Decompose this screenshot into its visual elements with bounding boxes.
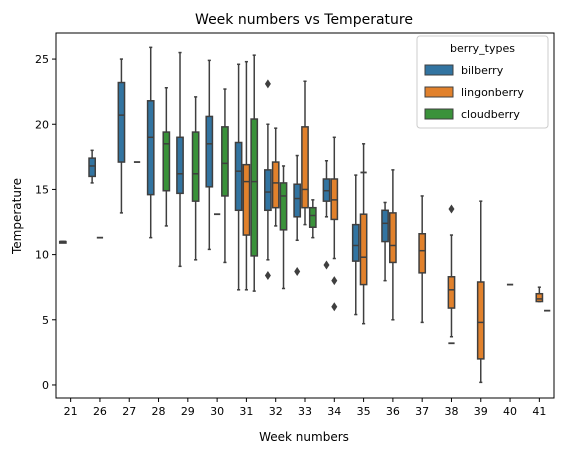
box-bilberry-35 [351, 174, 360, 316]
x-tick-label: 32 [269, 405, 283, 418]
x-tick-label: 21 [64, 405, 78, 418]
box-body [117, 81, 126, 163]
x-tick-label: 38 [444, 405, 458, 418]
x-tick-label: 36 [386, 405, 400, 418]
box-bilberry-26 [88, 149, 97, 184]
legend-frame [416, 35, 549, 129]
legend-swatch-bilberry [424, 64, 454, 76]
box-body [293, 183, 302, 218]
box-lingonberry-31 [242, 60, 251, 291]
legend-label-lingonberry: lingonberry [461, 86, 524, 99]
box-body [234, 141, 243, 212]
outlier-point [323, 260, 330, 270]
box-body [351, 223, 360, 262]
legend-swatch-cloudberry [424, 108, 454, 120]
outlier-point [331, 302, 338, 312]
chart-title: Week numbers vs Temperature [195, 12, 413, 28]
outlier-point [294, 267, 301, 277]
y-tick-label: 15 [35, 183, 49, 196]
box-body [447, 276, 456, 309]
box-cloudberry-33 [308, 199, 317, 239]
x-tick-label: 40 [503, 405, 517, 418]
x-tick-label: 41 [532, 405, 546, 418]
x-tick-label: 26 [93, 405, 107, 418]
box-body [221, 126, 229, 197]
box-body [418, 233, 427, 274]
box-body [308, 206, 317, 228]
box-lingonberry-36 [389, 169, 397, 321]
legend-swatch-lingonberry [424, 86, 454, 98]
x-tick-label: 28 [152, 405, 166, 418]
legend-label-bilberry: bilberry [461, 64, 504, 77]
box-cloudberry-30 [221, 88, 229, 264]
box-lingonberry-32 [271, 127, 280, 227]
x-tick-label: 37 [415, 405, 429, 418]
box-bilberry-32 [264, 79, 272, 280]
x-tick-label: 30 [210, 405, 224, 418]
outlier-point [448, 204, 455, 214]
box-cloudberry-29 [191, 96, 200, 261]
box-bilberry-30 [205, 59, 214, 251]
x-tick-label: 27 [122, 405, 136, 418]
plot-area: 0 5 10 15 20 25 21 26 27 28 29 30 31 32 33 34 35 36 37 38 39… [35, 32, 555, 418]
box-lingonberry-35 [359, 143, 368, 325]
box-body [381, 209, 389, 243]
box-cloudberry-28 [162, 87, 171, 227]
x-tick-label: 39 [474, 405, 488, 418]
box-cloudberry-31 [250, 54, 259, 292]
x-tick-label: 33 [298, 405, 312, 418]
y-tick-label: 25 [35, 53, 49, 66]
box-body [146, 100, 155, 196]
box-bilberry-36 [381, 201, 389, 282]
box-lingonberry-33 [301, 80, 309, 226]
box-body [359, 213, 368, 286]
box-body [271, 161, 280, 209]
legend-title: berry_types [450, 42, 515, 55]
box-body [191, 131, 200, 202]
box-lingonberry-38 [447, 204, 456, 338]
y-axis-label: Temperature [10, 178, 24, 255]
x-tick-label: 34 [327, 405, 341, 418]
box-body [535, 292, 544, 303]
box-body [250, 118, 259, 257]
outlier-point [331, 276, 338, 286]
box-bilberry-34 [322, 160, 331, 270]
box-body [301, 126, 309, 209]
box-lingonberry-34 [330, 136, 339, 312]
y-tick-label: 10 [35, 249, 49, 262]
box-bilberry-29 [176, 51, 184, 268]
box-lingonberry-41 [535, 286, 544, 303]
box-bilberry-31 [234, 63, 243, 291]
outlier-point [264, 79, 271, 89]
legend-label-cloudberry: cloudberry [461, 108, 520, 121]
box-cloudberry-32 [279, 165, 288, 290]
box-body [389, 212, 397, 264]
box-bilberry-27 [117, 58, 126, 214]
box-body [205, 115, 214, 188]
box-lingonberry-39 [476, 200, 485, 384]
box-bilberry-33 [293, 154, 302, 277]
box-bilberry-28 [146, 46, 155, 239]
y-tick-label: 5 [42, 314, 49, 327]
y-tick-label: 0 [42, 379, 49, 392]
x-tick-label: 29 [181, 405, 195, 418]
x-tick-label: 31 [239, 405, 253, 418]
x-axis-label: Week numbers [259, 430, 349, 444]
legend: berry_types bilberry lingonberry cloudberry [416, 35, 549, 129]
box-body [279, 182, 288, 231]
box-body [264, 169, 272, 212]
box-body [88, 157, 97, 178]
x-tick-label: 35 [357, 405, 371, 418]
outlier-point [264, 270, 271, 280]
box-body [176, 136, 184, 195]
box-body [476, 281, 485, 360]
box-body [162, 131, 171, 192]
box-body [242, 163, 251, 236]
y-tick-label: 20 [35, 118, 49, 131]
box-lingonberry-37 [418, 195, 427, 324]
